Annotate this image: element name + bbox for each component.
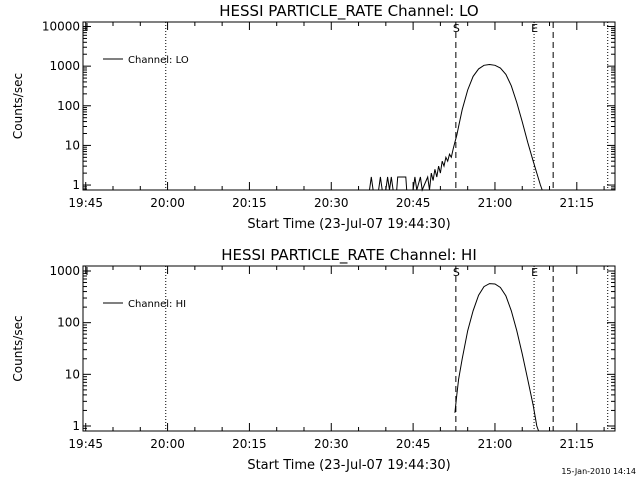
x-axis-label: Start Time (23-Jul-07 19:44:30) (247, 458, 450, 473)
x-tick-label: 21:00 (478, 437, 513, 451)
plot-frame (82, 21, 616, 191)
x-tick-label: 20:30 (314, 437, 349, 451)
marker-label: S (453, 22, 460, 35)
x-tick-label: 20:15 (232, 437, 267, 451)
x-tick-label: 20:15 (232, 196, 267, 210)
y-tick-label: 1 (72, 178, 80, 192)
legend-label: Channel: LO (128, 55, 189, 66)
series-line (369, 63, 543, 192)
x-tick-label: 21:15 (560, 437, 595, 451)
panel-hi: HESSI PARTICLE_RATE Channel: HI Start Ti… (11, 246, 616, 473)
y-tick-label: 100 (57, 316, 80, 330)
legend-label: Channel: HI (128, 299, 186, 310)
series-line (454, 283, 540, 432)
y-axis-label: Counts/sec (11, 315, 25, 381)
chart-title: HESSI PARTICLE_RATE Channel: LO (219, 2, 478, 21)
plot-frame (82, 265, 616, 432)
x-tick-label: 19:45 (68, 196, 103, 210)
timestamp-label: 15-Jan-2010 14:14 (561, 467, 636, 476)
x-tick-label: 20:30 (314, 196, 349, 210)
y-tick-label: 10 (65, 367, 80, 381)
x-tick-label: 20:45 (396, 196, 431, 210)
y-tick-label: 100 (57, 99, 80, 113)
y-axis-label: Counts/sec (11, 73, 25, 139)
marker-label: E (531, 266, 538, 279)
y-tick-label: 1000 (49, 59, 80, 73)
x-tick-label: 20:00 (150, 196, 185, 210)
y-tick-label: 1 (72, 419, 80, 433)
y-tick-label: 1000 (49, 264, 80, 278)
y-tick-label: 10000 (42, 20, 80, 34)
x-tick-label: 19:45 (68, 437, 103, 451)
marker-label: E (531, 22, 538, 35)
x-tick-label: 21:15 (560, 196, 595, 210)
x-tick-label: 20:00 (150, 437, 185, 451)
panel-lo: HESSI PARTICLE_RATE Channel: LO Start Ti… (11, 2, 616, 232)
x-axis-label: Start Time (23-Jul-07 19:44:30) (247, 217, 450, 232)
marker-label: S (453, 266, 460, 279)
y-tick-label: 10 (65, 138, 80, 152)
x-tick-label: 20:45 (396, 437, 431, 451)
chart-title: HESSI PARTICLE_RATE Channel: HI (221, 246, 477, 265)
x-tick-label: 21:00 (478, 196, 513, 210)
